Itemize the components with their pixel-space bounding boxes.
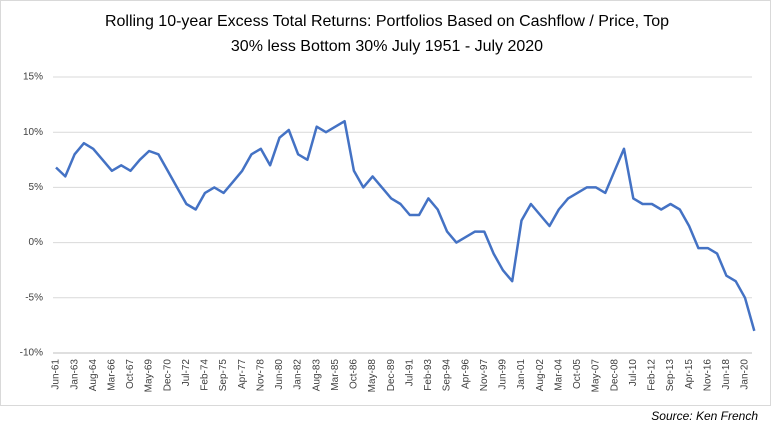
data-line [55,119,756,332]
x-tick-label: Feb-93 [423,359,434,391]
x-tick-label: Feb-74 [200,359,211,391]
x-tick-label: Dec-08 [609,359,620,392]
x-tick-label: Sep-75 [218,359,229,392]
x-tick-label: Jan-01 [516,359,527,390]
x-tick-label: Mar-85 [330,359,341,391]
chart-title: Rolling 10-year Excess Total Returns: Po… [105,13,669,30]
y-tick-label: 15% [23,72,43,83]
x-tick-label: Feb-12 [647,359,658,391]
x-tick-label: Jun-99 [498,359,509,390]
x-tick-label: Jun-61 [51,359,62,390]
x-tick-label: Oct-86 [349,359,360,389]
x-tick-label: Dec-89 [386,359,397,392]
x-tick-label: Aug-83 [311,359,322,392]
x-tick-label: Aug-02 [535,359,546,392]
x-tick-label: Apr-15 [684,359,695,389]
x-tick-label: May-69 [144,359,155,393]
x-tick-label: Aug-64 [88,359,99,392]
x-tick-label: Jan-82 [293,359,304,390]
x-tick-label: Jun-18 [721,359,732,390]
x-tick-label: Sep-13 [665,359,676,392]
y-tick-label: 5% [29,182,44,193]
x-tick-label: Oct-05 [572,359,583,389]
x-tick-label: Mar-66 [107,359,118,391]
x-tick-label: Sep-94 [442,359,453,392]
x-tick-label: Nov-97 [479,359,490,392]
x-tick-label: Nov-16 [702,359,713,392]
x-tick-label: Nov-78 [255,359,266,392]
source-note: Source: Ken French [651,409,758,423]
x-tick-label: May-88 [367,359,378,393]
x-tick-label: Apr-77 [237,359,248,389]
y-tick-label: 10% [23,127,43,138]
x-tick-label: Jun-80 [274,359,285,390]
y-tick-label: 0% [29,237,44,248]
x-tick-label: Jul-10 [628,359,639,387]
y-tick-label: -10% [20,348,43,359]
x-tick-label: Oct-67 [125,359,136,389]
x-tick-label: Jan-63 [69,359,80,390]
x-tick-label: Apr-96 [460,359,471,389]
x-tick-label: Jul-72 [181,359,192,387]
x-tick-label: Mar-04 [553,359,564,391]
x-tick-label: May-07 [591,359,602,393]
y-tick-label: -5% [25,292,43,303]
x-tick-label: Jan-20 [740,359,751,390]
x-tick-label: Dec-70 [162,359,173,392]
chart-title: 30% less Bottom 30% July 1951 - July 202… [231,38,543,55]
x-tick-label: Jul-91 [404,359,415,387]
chart-border [0,0,771,406]
